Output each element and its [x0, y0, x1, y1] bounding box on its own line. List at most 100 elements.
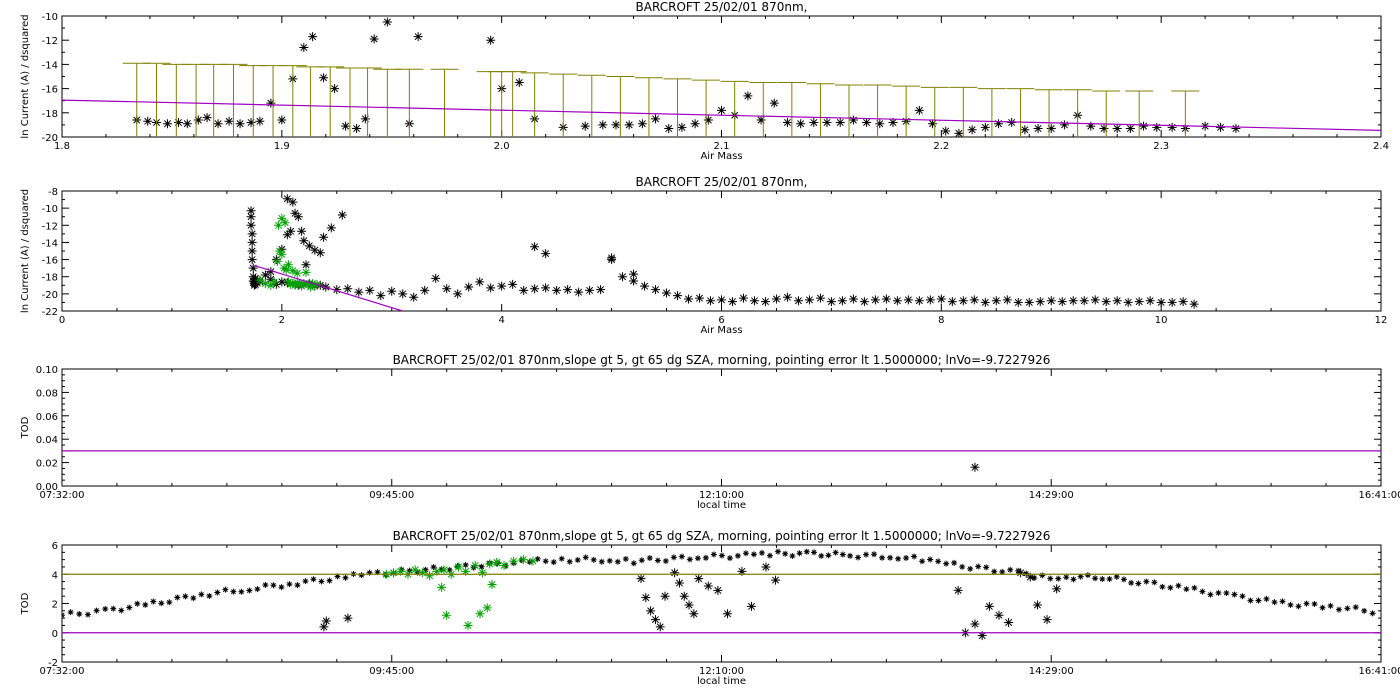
- data-point: [110, 605, 117, 612]
- data-point: [266, 274, 276, 284]
- data-point: [1167, 297, 1177, 307]
- x-tick-label: 12:10:00: [699, 666, 744, 677]
- data-point: [246, 117, 256, 127]
- data-point: [679, 591, 689, 601]
- data-point: [365, 285, 375, 295]
- chart-panel-4: BARCROFT 25/02/01 870nm,slope gt 5, gt 6…: [20, 529, 1400, 687]
- data-point: [1319, 604, 1326, 611]
- data-point: [769, 98, 779, 108]
- data-point: [254, 586, 261, 593]
- data-point: [542, 558, 549, 565]
- y-tick-label: -22: [42, 307, 58, 318]
- data-point: [294, 582, 301, 589]
- data-point: [662, 558, 669, 565]
- data-point: [629, 276, 639, 286]
- data-point: [684, 600, 694, 610]
- error-bar: [920, 86, 949, 137]
- data-point: [93, 607, 100, 614]
- data-point: [341, 121, 351, 131]
- data-point: [947, 297, 957, 307]
- data-point: [585, 285, 595, 295]
- data-point: [941, 126, 951, 136]
- data-point: [1046, 124, 1056, 134]
- data-point: [1057, 297, 1067, 307]
- data-point: [870, 295, 880, 305]
- y-tick-label: -10: [42, 204, 58, 215]
- data-point: [855, 554, 862, 561]
- data-point: [1361, 607, 1368, 614]
- data-point: [1135, 580, 1142, 587]
- data-point: [614, 558, 621, 565]
- error-bar: [1063, 89, 1092, 137]
- data-point: [887, 554, 894, 561]
- x-tick-label: 09:45:00: [369, 490, 414, 501]
- data-point: [439, 565, 449, 575]
- data-point: [1033, 124, 1043, 134]
- data-point: [1156, 297, 1166, 307]
- data-point: [903, 555, 910, 562]
- data-point: [485, 559, 495, 569]
- data-point: [993, 119, 1003, 129]
- data-point: [477, 568, 487, 578]
- data-point: [318, 578, 325, 585]
- data-point: [1189, 299, 1199, 309]
- data-point: [255, 116, 265, 126]
- data-point: [288, 197, 298, 207]
- chart-title: BARCROFT 25/02/01 870nm,: [636, 175, 808, 189]
- data-point: [321, 616, 331, 626]
- data-point: [1024, 297, 1034, 307]
- data-point: [552, 285, 562, 295]
- data-point: [206, 592, 213, 599]
- data-point: [269, 277, 279, 287]
- data-point: [1167, 584, 1174, 591]
- error-bar: [395, 68, 424, 137]
- data-point: [310, 245, 320, 255]
- data-point: [299, 279, 309, 289]
- data-point: [1231, 591, 1238, 598]
- data-point: [398, 566, 405, 573]
- data-point: [1167, 122, 1177, 132]
- data-point: [150, 598, 157, 605]
- data-point: [366, 569, 373, 576]
- data-point: [1055, 575, 1062, 582]
- data-point: [76, 611, 83, 618]
- x-tick-label: 10: [1155, 315, 1168, 326]
- data-point: [954, 128, 964, 137]
- data-point: [717, 295, 726, 305]
- data-point: [174, 117, 184, 127]
- data-point: [202, 113, 212, 123]
- data-point: [470, 560, 480, 570]
- data-point: [879, 554, 886, 561]
- data-point: [266, 267, 276, 277]
- x-tick-label: 6: [718, 315, 724, 326]
- data-point: [486, 35, 496, 45]
- data-point: [182, 119, 192, 129]
- data-point: [558, 555, 565, 562]
- y-tick-label: -20: [42, 133, 58, 144]
- data-point: [611, 120, 621, 130]
- chart-title: BARCROFT 25/02/01 870nm,slope gt 5, gt 6…: [393, 529, 1051, 543]
- data-point: [1086, 121, 1096, 131]
- data-point: [134, 600, 141, 607]
- plot-frame: [61, 544, 1382, 663]
- data-point: [247, 255, 257, 265]
- data-point: [463, 620, 473, 630]
- data-point: [970, 462, 980, 472]
- data-point: [382, 17, 392, 27]
- data-point: [478, 563, 485, 570]
- data-point: [598, 558, 605, 565]
- data-point: [796, 119, 806, 129]
- data-point: [991, 568, 998, 575]
- data-point: [903, 295, 913, 305]
- data-point: [1035, 297, 1045, 307]
- data-point: [1335, 606, 1342, 613]
- data-point: [951, 559, 958, 566]
- data-point: [1063, 574, 1070, 581]
- x-tick-label: 2.4: [1373, 141, 1389, 152]
- error-bar: [316, 66, 345, 137]
- data-point: [222, 586, 229, 593]
- data-point: [354, 287, 364, 297]
- error-bar: [549, 73, 578, 137]
- data-point: [342, 574, 349, 581]
- data-point: [541, 283, 551, 293]
